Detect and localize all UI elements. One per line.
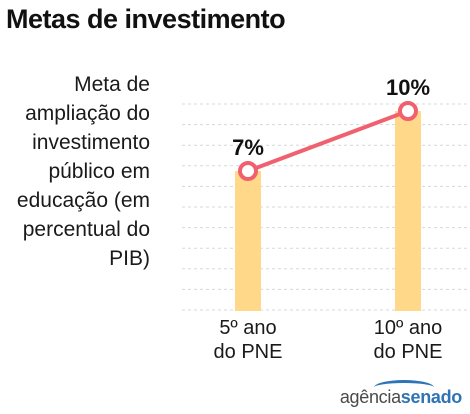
- trend-line: [238, 101, 418, 181]
- bar-2: [395, 111, 421, 311]
- bars: [235, 111, 421, 311]
- agencia-senado-logo: agênciasenado: [340, 380, 462, 408]
- y-axis-label: Meta de ampliação do investimento públic…: [16, 73, 150, 270]
- point-marker-1: [238, 161, 258, 181]
- x-tick-label-2-line-1: 10º ano: [374, 317, 442, 339]
- bar-1: [235, 171, 261, 311]
- x-tick-label-1-line-2: do PNE: [214, 341, 283, 363]
- logo-swoosh-icon: [373, 380, 434, 395]
- point-marker-2: [398, 101, 418, 121]
- x-tick-label-2-line-2: do PNE: [374, 341, 443, 363]
- series-line: [246, 109, 410, 173]
- data-label-2: 10%: [386, 75, 430, 100]
- data-label-1: 7%: [232, 135, 264, 160]
- gridlines: [182, 103, 470, 311]
- chart-title: Metas de investimento: [6, 4, 286, 34]
- x-tick-label-1-line-1: 5º ano: [219, 317, 276, 339]
- data-labels: 7% 10%: [232, 75, 430, 160]
